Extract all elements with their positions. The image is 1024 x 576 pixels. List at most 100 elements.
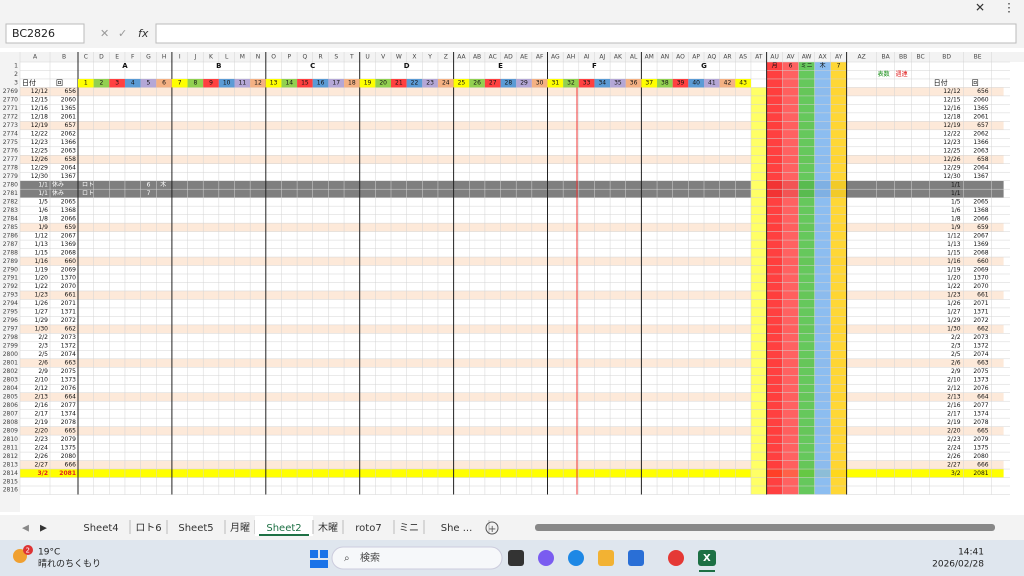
date-cell-right: 2/5: [951, 351, 961, 358]
tab-next[interactable]: ▶: [40, 524, 47, 534]
row-fill: [20, 290, 1004, 300]
column-letter: AL: [630, 54, 638, 61]
row-number: 2804: [3, 385, 18, 392]
date-cell: 2/23: [35, 436, 49, 443]
sheet-tab[interactable]: ミニ: [399, 523, 419, 534]
date-cell-right: 12/18: [943, 114, 960, 121]
row-number: 2774: [3, 131, 18, 138]
kai-cell-right: 2063: [973, 148, 988, 155]
date-cell-right: 1/9: [951, 224, 961, 231]
column-letter: BB: [899, 54, 907, 61]
cancel-icon[interactable]: ✕: [100, 27, 109, 40]
row-number: 2811: [3, 444, 18, 451]
column-letter: AC: [489, 54, 497, 61]
date-cell-right: 1/12: [947, 232, 961, 239]
column-letter: AZ: [857, 54, 865, 61]
number-header-cell: [625, 78, 642, 88]
number-header-cell: [484, 78, 501, 88]
sheet-tab[interactable]: She ...: [441, 523, 473, 534]
row-number: 2813: [3, 461, 18, 468]
number-header: 8: [193, 80, 197, 87]
close-button[interactable]: ✕: [975, 1, 985, 15]
kai-cell-right: 2064: [973, 165, 988, 172]
kai-cell-right: 658: [977, 156, 989, 163]
date-cell: 1/9: [38, 224, 48, 231]
tab-prev[interactable]: ◀: [22, 524, 29, 534]
kai-cell-right: 661: [977, 292, 989, 299]
shuren-label: 週連: [896, 70, 908, 78]
holiday-note: 休み: [52, 189, 64, 197]
date-cell-right: 1/22: [947, 283, 961, 290]
column-letter: AK: [614, 54, 623, 61]
kai-cell: 2075: [61, 368, 76, 375]
sheet-tab[interactable]: ロト6: [135, 523, 161, 534]
date-cell-right: 2/10: [947, 377, 961, 384]
row-number: 2772: [3, 114, 18, 121]
sheet-tab[interactable]: 木曜: [318, 522, 338, 534]
date-cell-right: 2/3: [951, 343, 961, 350]
column-letter: AN: [661, 54, 670, 61]
kai-cell-right: 659: [977, 224, 989, 231]
enter-icon[interactable]: ✓: [118, 27, 127, 40]
number-header: 40: [692, 80, 700, 87]
column-letter: AH: [567, 54, 576, 61]
h-scrollbar[interactable]: [535, 524, 995, 531]
sheet-tab[interactable]: Sheet2: [266, 523, 301, 534]
app-edge[interactable]: [568, 550, 584, 566]
date-cell-right: 2/6: [951, 360, 961, 367]
kai-cell: 2080: [61, 453, 76, 460]
app-excel[interactable]: [698, 550, 716, 566]
date-cell: 1/29: [35, 317, 49, 324]
active-indicator: [699, 570, 715, 572]
kai-cell-right: 1369: [973, 241, 988, 248]
app-taskview[interactable]: [508, 550, 524, 566]
app-store[interactable]: [628, 550, 644, 566]
more-button[interactable]: ⋮: [1003, 1, 1015, 15]
date-cell-right: 2/13: [947, 393, 961, 400]
number-header: 5: [147, 80, 151, 87]
fx-icon[interactable]: fx: [138, 27, 149, 40]
date-cell-right: 2/9: [951, 368, 961, 375]
app-explorer[interactable]: [598, 550, 614, 566]
kai-cell-right: 2074: [973, 351, 988, 358]
row-number: 2784: [3, 215, 18, 222]
kai-cell-right: 1365: [973, 105, 988, 112]
sheet-tab[interactable]: 月曜: [230, 522, 250, 534]
row-number: 2778: [3, 165, 18, 172]
kai-cell-right: 2061: [973, 114, 988, 121]
kai-cell-right: 660: [977, 258, 989, 265]
kai-cell: 1370: [61, 275, 76, 282]
date-cell-right: 1/13: [947, 241, 961, 248]
formula-input[interactable]: [155, 23, 1017, 44]
add-sheet-icon: +: [488, 524, 496, 535]
kai-cell: 1373: [61, 377, 76, 384]
row-number: 2777: [3, 156, 18, 163]
row-fill: [20, 155, 1004, 164]
date-cell-right: 2/19: [947, 419, 961, 426]
name-box[interactable]: [5, 23, 85, 44]
sheet-tab[interactable]: roto7: [355, 523, 381, 534]
kai-cell-right: 2065: [973, 198, 988, 205]
number-header-cell: [250, 78, 266, 88]
search-box[interactable]: [331, 546, 503, 570]
kai-cell-right: 663: [977, 360, 989, 367]
sheet-tab[interactable]: Sheet5: [178, 523, 213, 534]
number-header-cell: [516, 78, 532, 88]
column-letter: AP: [692, 54, 700, 61]
sheet-tab[interactable]: Sheet4: [83, 523, 118, 534]
app-chrome[interactable]: [668, 550, 684, 566]
number-header-cell: [391, 78, 407, 88]
row-number: 2791: [3, 275, 18, 282]
kai-cell: 664: [65, 393, 77, 400]
start-icon[interactable]: [310, 550, 318, 558]
row-fill: [20, 189, 1004, 198]
app-copilot[interactable]: [538, 550, 554, 566]
add-sheet[interactable]: [485, 521, 499, 535]
kai-cell: 2071: [61, 300, 76, 307]
kai-cell-right: 2070: [973, 283, 988, 290]
kai-cell-right: 1371: [973, 309, 988, 316]
date-cell-right: 1/1: [951, 190, 961, 197]
column-letter: H: [162, 54, 167, 61]
date-cell-right: 1/30: [947, 326, 961, 333]
number-header-cell: [578, 78, 595, 88]
